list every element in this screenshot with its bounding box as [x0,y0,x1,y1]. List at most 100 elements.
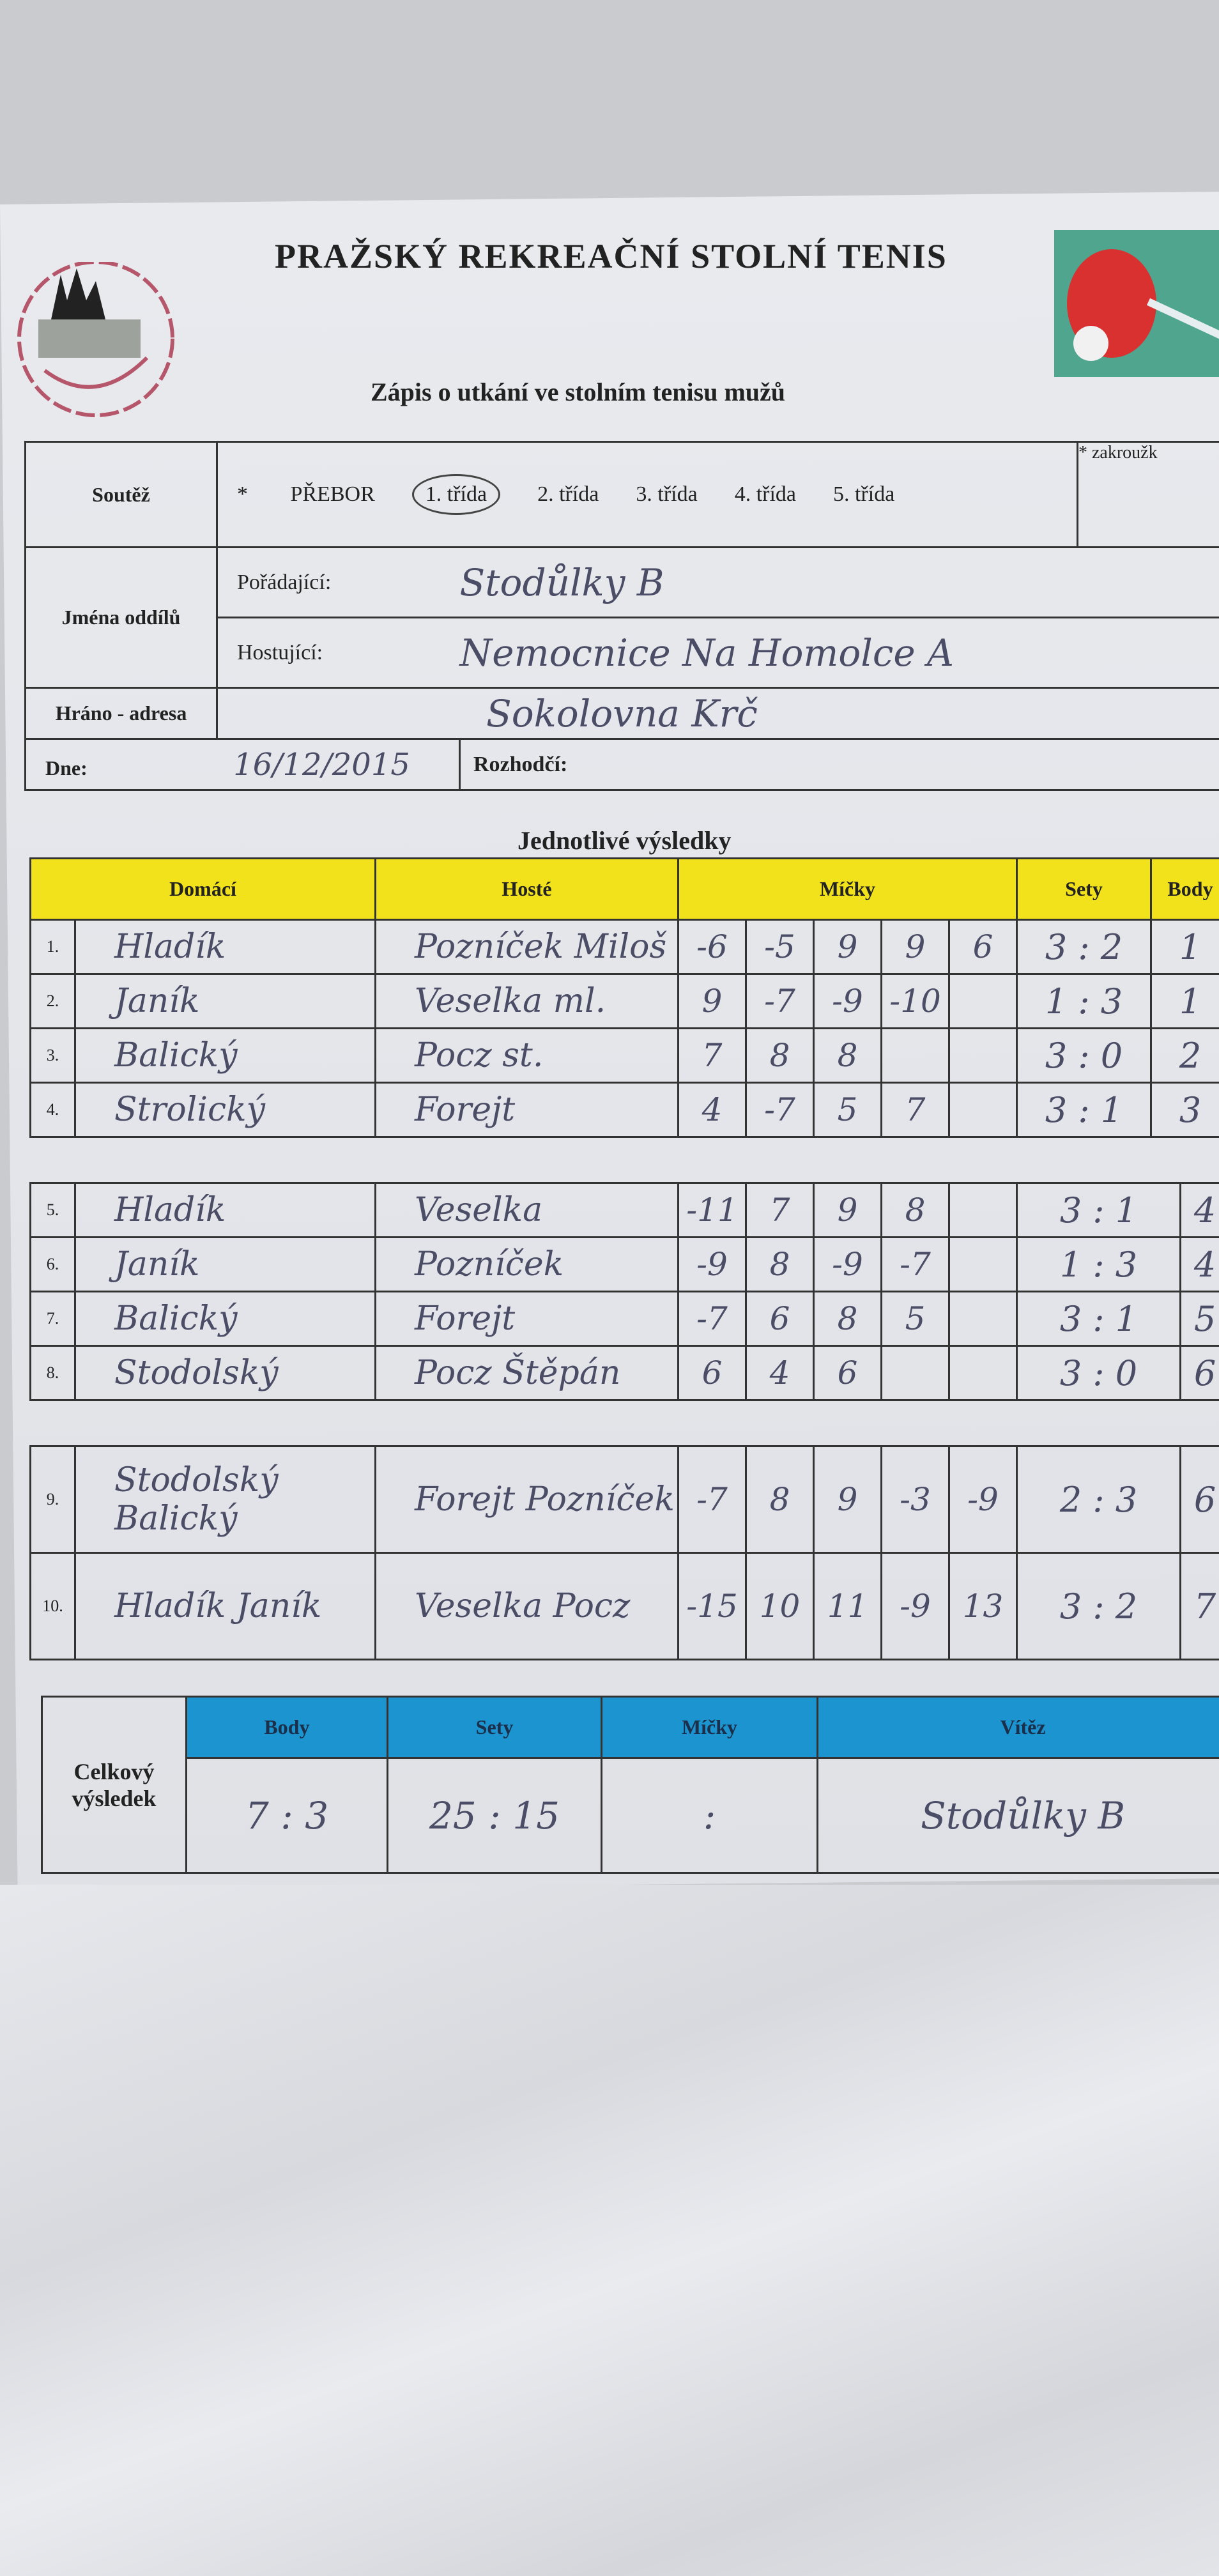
points-running: 7 [1179,1552,1219,1660]
header-sety: Sety [1016,857,1152,921]
soutez-option: 2. třída [537,482,599,506]
soutez-option: 4. třída [734,482,797,506]
set-score: 8 [880,1182,950,1238]
sets-result: 3 : 0 [1015,1345,1182,1401]
section-title: Jednotlivé výsledky [518,826,732,855]
soutez-option: 1. třída [411,474,501,515]
row-number: 3. [29,1027,76,1084]
row-number: 10. [29,1552,76,1660]
home-player: Janík [74,1236,376,1292]
set-score: 9 [813,1445,882,1554]
set-score [948,1291,1018,1347]
summary-header-body: Body [185,1696,388,1759]
set-score: 4 [677,1082,747,1138]
guest-player: Veselka ml. [374,973,679,1029]
set-score: 6 [813,1345,882,1401]
guest-player: Pocz Štěpán [374,1345,679,1401]
row-number: 4. [29,1082,76,1138]
points-running: 3 [1150,1082,1219,1138]
soutez-option: 3. třída [636,482,698,506]
sets-result: 3 : 2 [1016,919,1152,975]
results-table-group: 5. Hladík Veselka -11 7 9 8 3 : 1 4 6. Janík Pozníč… [29,1182,1219,1401]
poradajici-value: Stodůlky B [459,546,1219,618]
set-score: 7 [677,1027,747,1084]
paper-lower-blank [0,1885,1219,2576]
match-info-table: Soutěž * PŘEBOR 1. třída 2. třída 3. třída 4… [24,441,1219,791]
points-running: 6 [1179,1445,1219,1554]
set-score: 11 [813,1552,882,1660]
club-logo [17,262,174,417]
summary-label: Celkový výsledek [41,1696,187,1874]
home-player: Stodolský [74,1345,376,1401]
home-player: Stodolský Balický [74,1445,376,1554]
guest-player: Forejt [374,1291,679,1347]
soutez-option: 5. třída [833,482,895,506]
row-number: 2. [29,973,76,1029]
set-score: 13 [948,1552,1018,1660]
set-score [948,1027,1018,1084]
sets-result: 3 : 1 [1015,1182,1182,1238]
points-running: 2 [1150,1027,1219,1084]
row-number: 5. [29,1182,76,1238]
set-score [948,1082,1018,1138]
set-score: 9 [880,919,950,975]
set-score: -9 [813,973,882,1029]
summary-micky: : [601,1757,818,1874]
sets-result: 1 : 3 [1016,973,1152,1029]
set-score: -7 [677,1445,747,1554]
points-running: 1 [1150,919,1219,975]
soutez-options: * PŘEBOR 1. třída 2. třída 3. třída 4. třída… [216,441,1078,548]
row-number: 7. [29,1291,76,1347]
set-score [948,1236,1018,1292]
points-running: 6 [1179,1345,1219,1401]
page-title: PRAŽSKÝ REKREAČNÍ STOLNÍ TENIS [275,237,947,275]
table-tennis-picture [1054,230,1219,377]
guest-player: Pozníček Miloš [374,919,679,975]
header-body: Body [1150,857,1219,921]
set-score: 5 [813,1082,882,1138]
home-player: Hladík Janík [74,1552,376,1660]
set-score: -7 [745,1082,815,1138]
page-subtitle: Zápis o utkání ve stolním tenisu mužů [371,378,786,406]
set-score [948,1345,1018,1401]
set-score [880,1027,950,1084]
header-micky: Míčky [677,857,1018,921]
set-score: -9 [948,1445,1018,1554]
set-score [948,973,1018,1029]
results-table-group: Domácí Hosté Míčky Sety Body 1. Hladík Pozníček… [29,857,1219,1138]
summary-header-micky: Míčky [601,1696,818,1759]
set-score: 8 [745,1445,815,1554]
set-score: 5 [880,1291,950,1347]
points-running: 1 [1150,973,1219,1029]
home-player: Hladík [74,919,376,975]
set-score: 8 [745,1027,815,1084]
set-score: 8 [745,1236,815,1292]
set-score: 9 [813,919,882,975]
row-number: 1. [29,919,76,975]
sets-result: 3 : 2 [1015,1552,1182,1660]
set-score: -15 [677,1552,747,1660]
results-table-group: 9. Stodolský Balický Forejt Pozníček -7 8 9 -3… [29,1445,1219,1660]
set-score: 9 [677,973,747,1029]
set-score: 8 [813,1027,882,1084]
result-row: 10. Hladík Janík Veselka Pocz -15 10 11 -9 13 3 … [29,1552,1219,1660]
set-score: -9 [677,1236,747,1292]
dne-value: 16/12/2015 [233,746,410,783]
sets-result: 1 : 3 [1015,1236,1182,1292]
set-score: 4 [745,1345,815,1401]
set-score: -7 [677,1291,747,1347]
poradajici-label: Pořádající: [216,546,460,618]
sets-result: 2 : 3 [1015,1445,1182,1554]
guest-player: Pocz st. [374,1027,679,1084]
set-score [948,1182,1018,1238]
sets-result: 3 : 1 [1016,1082,1152,1138]
set-score: 6 [745,1291,815,1347]
home-player: Janík [74,973,376,1029]
points-running: 4 [1179,1236,1219,1292]
set-score: -5 [745,919,815,975]
hostujici-label: Hostující: [216,617,460,689]
